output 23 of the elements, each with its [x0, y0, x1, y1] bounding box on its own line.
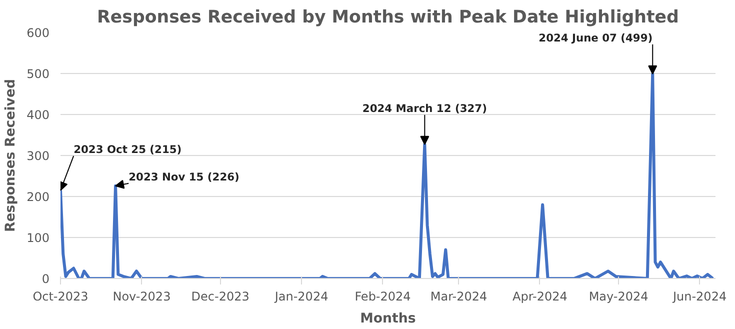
y-tick-label: 100	[26, 231, 50, 245]
y-tick-label: 600	[26, 26, 50, 40]
x-axis-title: Months	[360, 312, 416, 326]
x-tick-label: Dec-2023	[191, 290, 250, 304]
y-tick-label: 500	[26, 67, 50, 81]
x-tick-label: Oct-2023	[32, 290, 88, 304]
y-axis-title: Responses Received	[4, 78, 19, 232]
annotation: 2023 Nov 15 (226)	[128, 170, 240, 184]
x-tick-label: May-2024	[588, 290, 648, 304]
y-tick-label: 400	[26, 108, 50, 122]
annotation: 2024 June 07 (499)	[538, 31, 653, 44]
x-tick-label: Mar-2024	[430, 290, 488, 304]
annotation: 2024 March 12 (327)	[362, 102, 487, 115]
chart-title: Responses Received by Months with Peak Date Highlighted	[97, 8, 679, 28]
x-tick-label: Jan-2024	[274, 290, 328, 304]
y-tick-label: 300	[26, 149, 50, 163]
x-tick-label: Jun-2024	[672, 290, 727, 304]
x-tick-label: Feb-2024	[354, 290, 411, 304]
y-tick-label: 200	[26, 190, 50, 204]
x-tick-label: Nov-2023	[112, 290, 171, 304]
y-tick-label: 0	[42, 272, 50, 286]
annotation: 2023 Oct 25 (215)	[74, 142, 182, 156]
x-tick-label: Apr-2024	[512, 290, 568, 304]
